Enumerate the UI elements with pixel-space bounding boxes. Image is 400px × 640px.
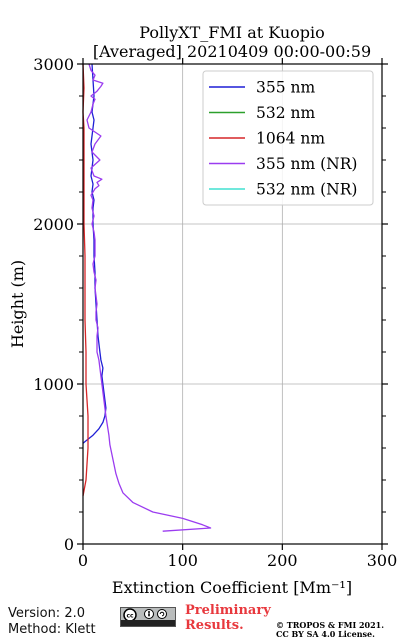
y-tick-label: 3000	[33, 55, 74, 74]
preliminary-label-line2: Results.	[185, 618, 244, 633]
series-line-3	[86, 63, 212, 532]
legend: 355 nm 532 nm 1064 nm 355 nm (NR) 532 nm (NR…	[202, 70, 374, 206]
preliminary-label-line1: Preliminary	[185, 603, 271, 618]
plot-frame	[82, 63, 383, 545]
legend-label: 1064 nm	[256, 130, 325, 148]
y-tick-label: 1000	[33, 375, 74, 394]
x-axis-label: Extinction Coefficient [Mm⁻¹]	[112, 578, 352, 597]
x-tick-label: 0	[78, 551, 88, 570]
cc-badge-strip	[121, 620, 175, 626]
series-line-2	[82, 63, 89, 497]
cc-license-badge: cc	[120, 607, 176, 627]
legend-label: 355 nm (NR)	[256, 155, 357, 173]
chart-title-line2: [Averaged] 20210409 00:00-00:59	[93, 42, 371, 61]
y-tick-label: 2000	[33, 215, 74, 234]
series-lines	[82, 63, 212, 532]
copyright-line1: © TROPOS & FMI 2021.	[276, 620, 385, 630]
legend-label: 532 nm (NR)	[256, 181, 357, 199]
y-axis-label: Height (m)	[8, 260, 27, 348]
legend-label: 355 nm	[256, 79, 315, 97]
x-tick-label: 200	[267, 551, 298, 570]
version-label: Version: 2.0	[8, 606, 85, 621]
legend-label: 532 nm	[256, 104, 315, 122]
x-tick-label: 100	[167, 551, 198, 570]
method-label: Method: Klett	[8, 622, 96, 637]
y-tick-label: 0	[64, 535, 74, 554]
x-tick-label: 300	[367, 551, 398, 570]
svg-text:cc: cc	[126, 613, 134, 620]
ticks	[77, 58, 388, 550]
copyright-line2: CC BY SA 4.0 License.	[276, 629, 375, 639]
cc-icons: cc	[123, 608, 167, 622]
chart-title-line1: PollyXT_FMI at Kuopio	[139, 23, 325, 42]
legend-frame	[202, 70, 374, 206]
